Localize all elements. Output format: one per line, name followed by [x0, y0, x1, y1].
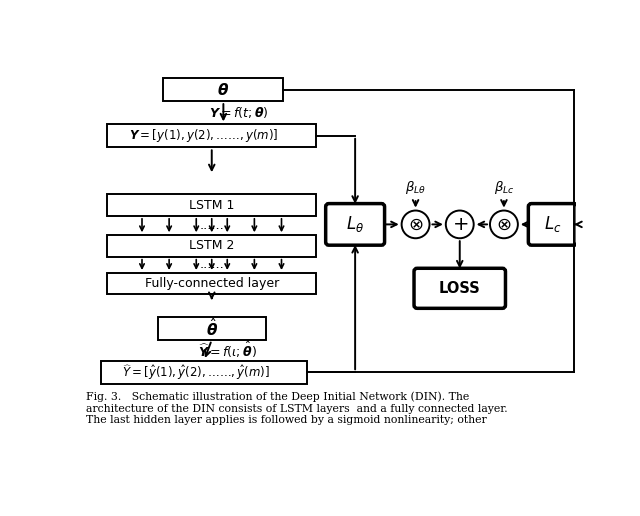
Text: $\widehat{\boldsymbol{Y}}=f(\iota;\hat{\boldsymbol{\theta}})$: $\widehat{\boldsymbol{Y}}=f(\iota;\hat{\… [198, 340, 257, 360]
Text: $\boldsymbol{\theta}$: $\boldsymbol{\theta}$ [218, 82, 229, 98]
FancyBboxPatch shape [326, 204, 385, 245]
Bar [157, 317, 266, 340]
Circle shape [446, 211, 474, 238]
Bar [107, 273, 316, 295]
Bar [107, 235, 316, 257]
Text: $\otimes$: $\otimes$ [408, 215, 423, 233]
Text: $\otimes$: $\otimes$ [496, 215, 511, 233]
Circle shape [402, 211, 429, 238]
Text: $\beta_{Lc}$: $\beta_{Lc}$ [493, 179, 514, 196]
Text: LSTM 2: LSTM 2 [189, 239, 234, 252]
Text: LOSS: LOSS [439, 281, 481, 296]
Text: LSTM 1: LSTM 1 [189, 199, 234, 212]
Text: ......: ...... [200, 259, 224, 271]
Bar [101, 361, 307, 384]
Text: $L_{c}$: $L_{c}$ [544, 214, 561, 234]
Text: $L_{\theta}$: $L_{\theta}$ [346, 214, 364, 234]
Text: $\widehat{Y}=[\hat{y}(1),\hat{y}(2),\ldots\ldots,\hat{y}(m)]$: $\widehat{Y}=[\hat{y}(1),\hat{y}(2),\ldo… [122, 363, 270, 382]
FancyBboxPatch shape [414, 268, 506, 309]
Bar [107, 195, 316, 216]
Text: $\boldsymbol{Y}=[y(1),y(2),\ldots\ldots,y(m)]$: $\boldsymbol{Y}=[y(1),y(2),\ldots\ldots,… [129, 127, 279, 144]
Bar [163, 78, 284, 101]
Bar [107, 124, 316, 148]
Text: $\hat{\boldsymbol{\theta}}$: $\hat{\boldsymbol{\theta}}$ [205, 317, 218, 340]
Text: Fully-connected layer: Fully-connected layer [145, 277, 279, 290]
Text: Fig. 3.   Schematic illustration of the Deep Initial Network (DIN). The
architec: Fig. 3. Schematic illustration of the De… [86, 392, 508, 425]
Circle shape [490, 211, 518, 238]
Text: ......: ...... [200, 219, 224, 232]
FancyBboxPatch shape [529, 204, 577, 245]
Text: $+$: $+$ [452, 215, 468, 234]
Text: $\beta_{L\theta}$: $\beta_{L\theta}$ [405, 179, 426, 196]
Text: $\boldsymbol{Y}=f(t;\boldsymbol{\theta})$: $\boldsymbol{Y}=f(t;\boldsymbol{\theta})… [209, 105, 269, 120]
